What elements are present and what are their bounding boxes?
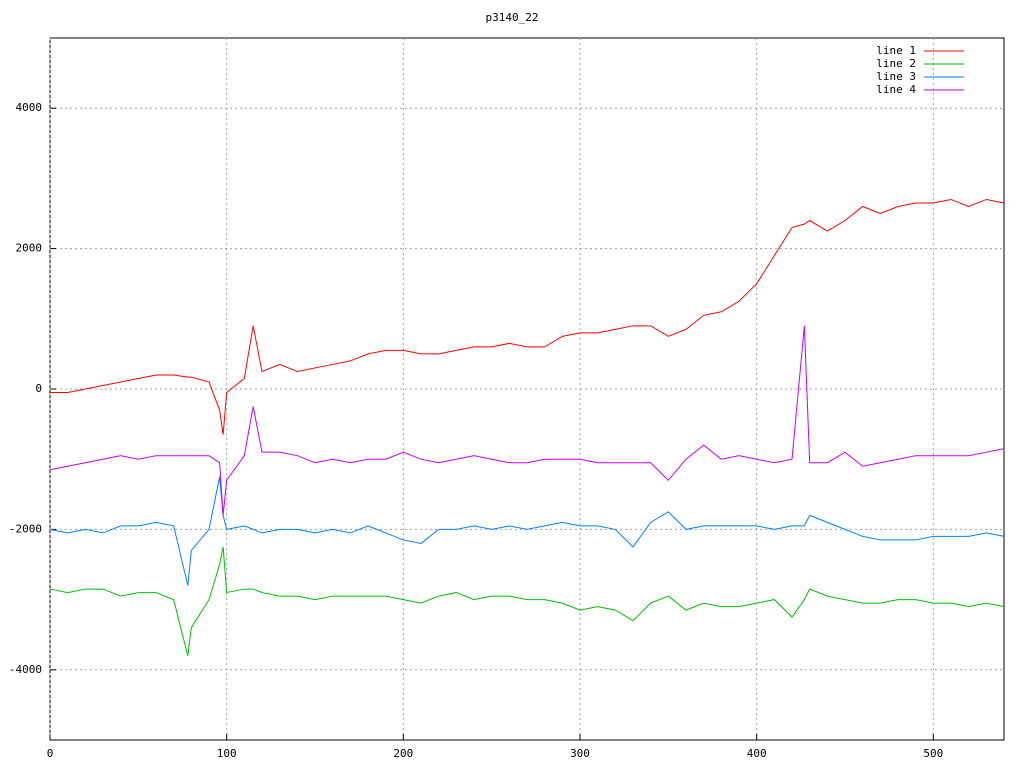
y-tick-label: 4000 bbox=[16, 101, 43, 114]
data-line bbox=[49, 546, 1005, 656]
y-tick-label: 0 bbox=[35, 382, 42, 395]
x-tick-label: 200 bbox=[393, 747, 413, 760]
legend-label: line 1 bbox=[876, 44, 916, 57]
x-tick-label: 500 bbox=[923, 747, 943, 760]
legend-label: line 3 bbox=[876, 70, 916, 83]
x-tick-label: 300 bbox=[570, 747, 590, 760]
y-tick-label: 2000 bbox=[16, 242, 43, 255]
data-line bbox=[49, 476, 1005, 586]
x-tick-label: 0 bbox=[47, 747, 54, 760]
x-tick-label: 400 bbox=[747, 747, 767, 760]
data-line bbox=[49, 325, 1005, 516]
x-tick-label: 100 bbox=[217, 747, 237, 760]
y-tick-label: -2000 bbox=[9, 522, 42, 535]
chart-title: p3140_22 bbox=[486, 11, 539, 24]
legend-label: line 2 bbox=[876, 57, 916, 70]
data-line bbox=[50, 198, 1005, 435]
y-tick-label: -4000 bbox=[9, 663, 42, 676]
legend-label: line 4 bbox=[876, 83, 916, 96]
